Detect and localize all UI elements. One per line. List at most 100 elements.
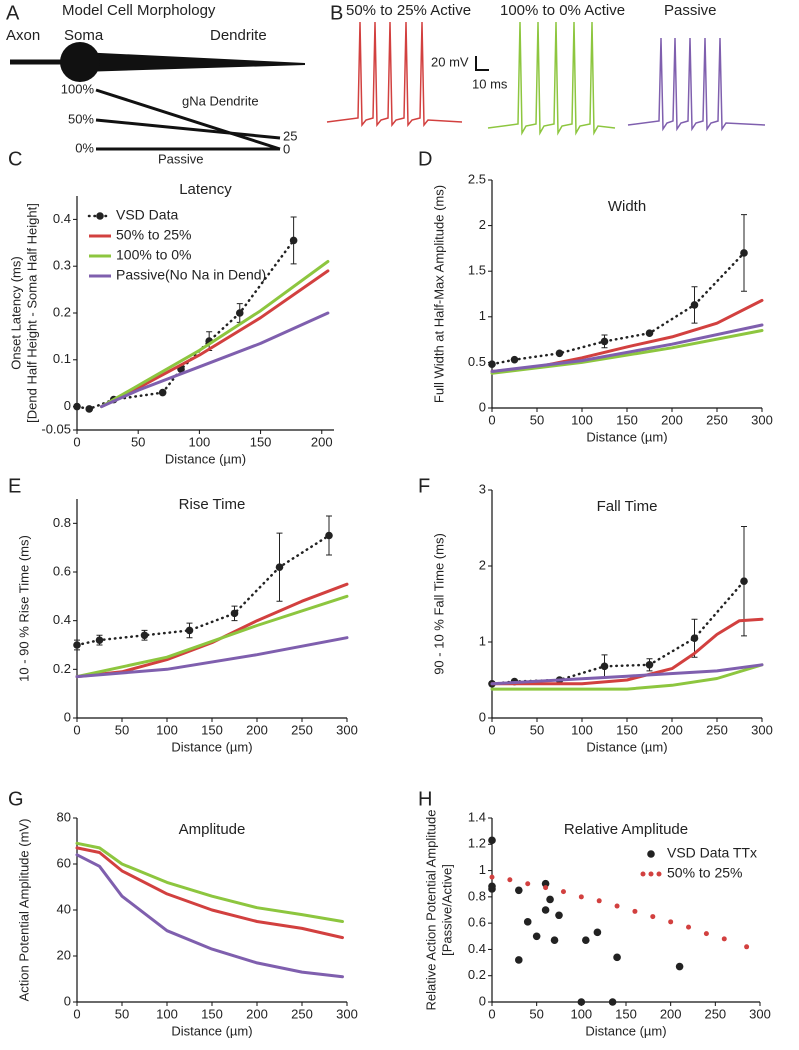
x-tick-label: 200	[660, 1006, 682, 1021]
dot	[668, 919, 674, 925]
x-tick-label: 50	[529, 1006, 543, 1021]
marker	[608, 998, 617, 1006]
x-tick-label: 100	[156, 722, 178, 737]
y-tick-label: 80	[57, 809, 71, 824]
scale-label: 10 ms	[472, 76, 508, 91]
x-tick-label: 0	[73, 722, 80, 737]
marker	[515, 956, 523, 964]
marker	[73, 641, 81, 649]
label: Passive	[158, 151, 204, 166]
marker	[645, 661, 654, 669]
marker	[550, 936, 559, 945]
legend-item: 50% to 25%	[89, 227, 192, 243]
panel-letter: E	[8, 475, 21, 497]
label: Soma	[64, 27, 104, 44]
label: Dendrite	[210, 27, 267, 44]
legend-swatch	[648, 871, 654, 877]
legend-label: 50% to 25%	[667, 865, 743, 881]
marker	[325, 531, 333, 540]
marker	[613, 953, 621, 962]
traces-panel: B 50% to 25% Active 100% to 0% Active Pa…	[326, 2, 766, 136]
legend-label: Passive(No Na in Dend)	[116, 267, 266, 283]
x-axis-label: Distance (µm)	[585, 1023, 666, 1038]
x-tick-label: 200	[311, 434, 333, 449]
trace-label: Passive	[664, 2, 717, 19]
x-tick-label: 0	[488, 722, 495, 737]
marker	[275, 563, 284, 571]
chart: G Amplitude Distance (µm) Action Potential …	[8, 788, 358, 1038]
dot	[614, 903, 620, 909]
y-tick-label: 2	[479, 217, 486, 232]
y-tick-label: 0	[64, 398, 71, 413]
marker	[645, 329, 654, 338]
dot	[578, 894, 584, 900]
y-axis-label: Onset Latency (ms)	[8, 256, 23, 369]
x-tick-label: 200	[246, 722, 268, 737]
line	[490, 298, 764, 373]
panel-letter: G	[8, 788, 24, 810]
marker	[582, 936, 590, 945]
marker	[488, 360, 496, 369]
gradient-line	[95, 118, 281, 140]
x-tick-label: 300	[751, 722, 773, 737]
chart-title: Fall Time	[597, 498, 658, 515]
panel-letter: H	[418, 788, 432, 810]
dot	[650, 914, 656, 920]
chart: C Latency Distance (µm) Onset Latency (ms)[…	[8, 148, 334, 466]
marker	[73, 402, 81, 411]
chart-title: Latency	[179, 181, 232, 198]
y-tick-label: 1	[479, 633, 486, 648]
line	[75, 846, 344, 940]
y-tick-label: 1.2	[468, 836, 486, 851]
line	[100, 260, 330, 409]
label: gNa Dendrite	[182, 93, 259, 108]
marker	[541, 879, 550, 888]
y-axis-label: Full Width at Half-Max Amplitude (ms)	[431, 185, 446, 403]
x-axis-label: Distance (µm)	[171, 1023, 252, 1038]
x-tick-label: 150	[201, 1006, 223, 1021]
y-tick-label: 0.8	[468, 888, 486, 903]
line	[490, 323, 764, 373]
marker	[593, 928, 602, 937]
label: 50%	[68, 111, 94, 126]
dot	[489, 874, 495, 880]
marker	[740, 577, 748, 585]
dotted-line	[75, 534, 331, 647]
marker	[85, 405, 94, 413]
label: Axon	[6, 27, 40, 44]
marker	[230, 609, 239, 618]
soma	[60, 42, 100, 82]
x-tick-label: 250	[291, 722, 313, 737]
y-axis-label: 10 - 90 % Rise Time (ms)	[16, 535, 31, 682]
voltage-trace	[326, 21, 463, 128]
line	[490, 663, 764, 686]
x-tick-label: 100	[189, 434, 211, 449]
x-tick-label: 250	[706, 412, 728, 427]
x-tick-label: 200	[661, 412, 683, 427]
y-tick-label: -0.05	[41, 421, 71, 436]
chart: E Rise Time Distance (µm) 10 - 90 % Rise Ti…	[8, 475, 358, 754]
morphology-panel: A Model Cell Morphology Axon Soma Dendri…	[6, 2, 305, 166]
marker	[95, 636, 104, 644]
y-tick-label: 60	[57, 855, 71, 870]
voltage-trace	[487, 21, 616, 136]
line	[100, 311, 330, 409]
dotted-line	[490, 579, 746, 686]
x-tick-label: 150	[201, 722, 223, 737]
legend-label: 50% to 25%	[116, 227, 192, 243]
panel-letter: A	[6, 2, 20, 24]
dotted-line	[490, 251, 746, 366]
dot	[543, 885, 549, 891]
x-tick-label: 0	[73, 434, 80, 449]
marker	[740, 249, 748, 257]
x-tick-label: 150	[615, 1006, 637, 1021]
y-tick-label: 0	[479, 399, 486, 414]
marker	[523, 918, 532, 926]
marker	[488, 836, 496, 845]
x-tick-label: 0	[488, 1006, 495, 1021]
legend-item: 50% to 25%	[640, 865, 743, 881]
chart: D Width Distance (µm) Full Width at Half-Ma…	[418, 148, 773, 444]
marker	[158, 388, 167, 397]
marker	[555, 349, 564, 358]
dot	[525, 881, 531, 887]
